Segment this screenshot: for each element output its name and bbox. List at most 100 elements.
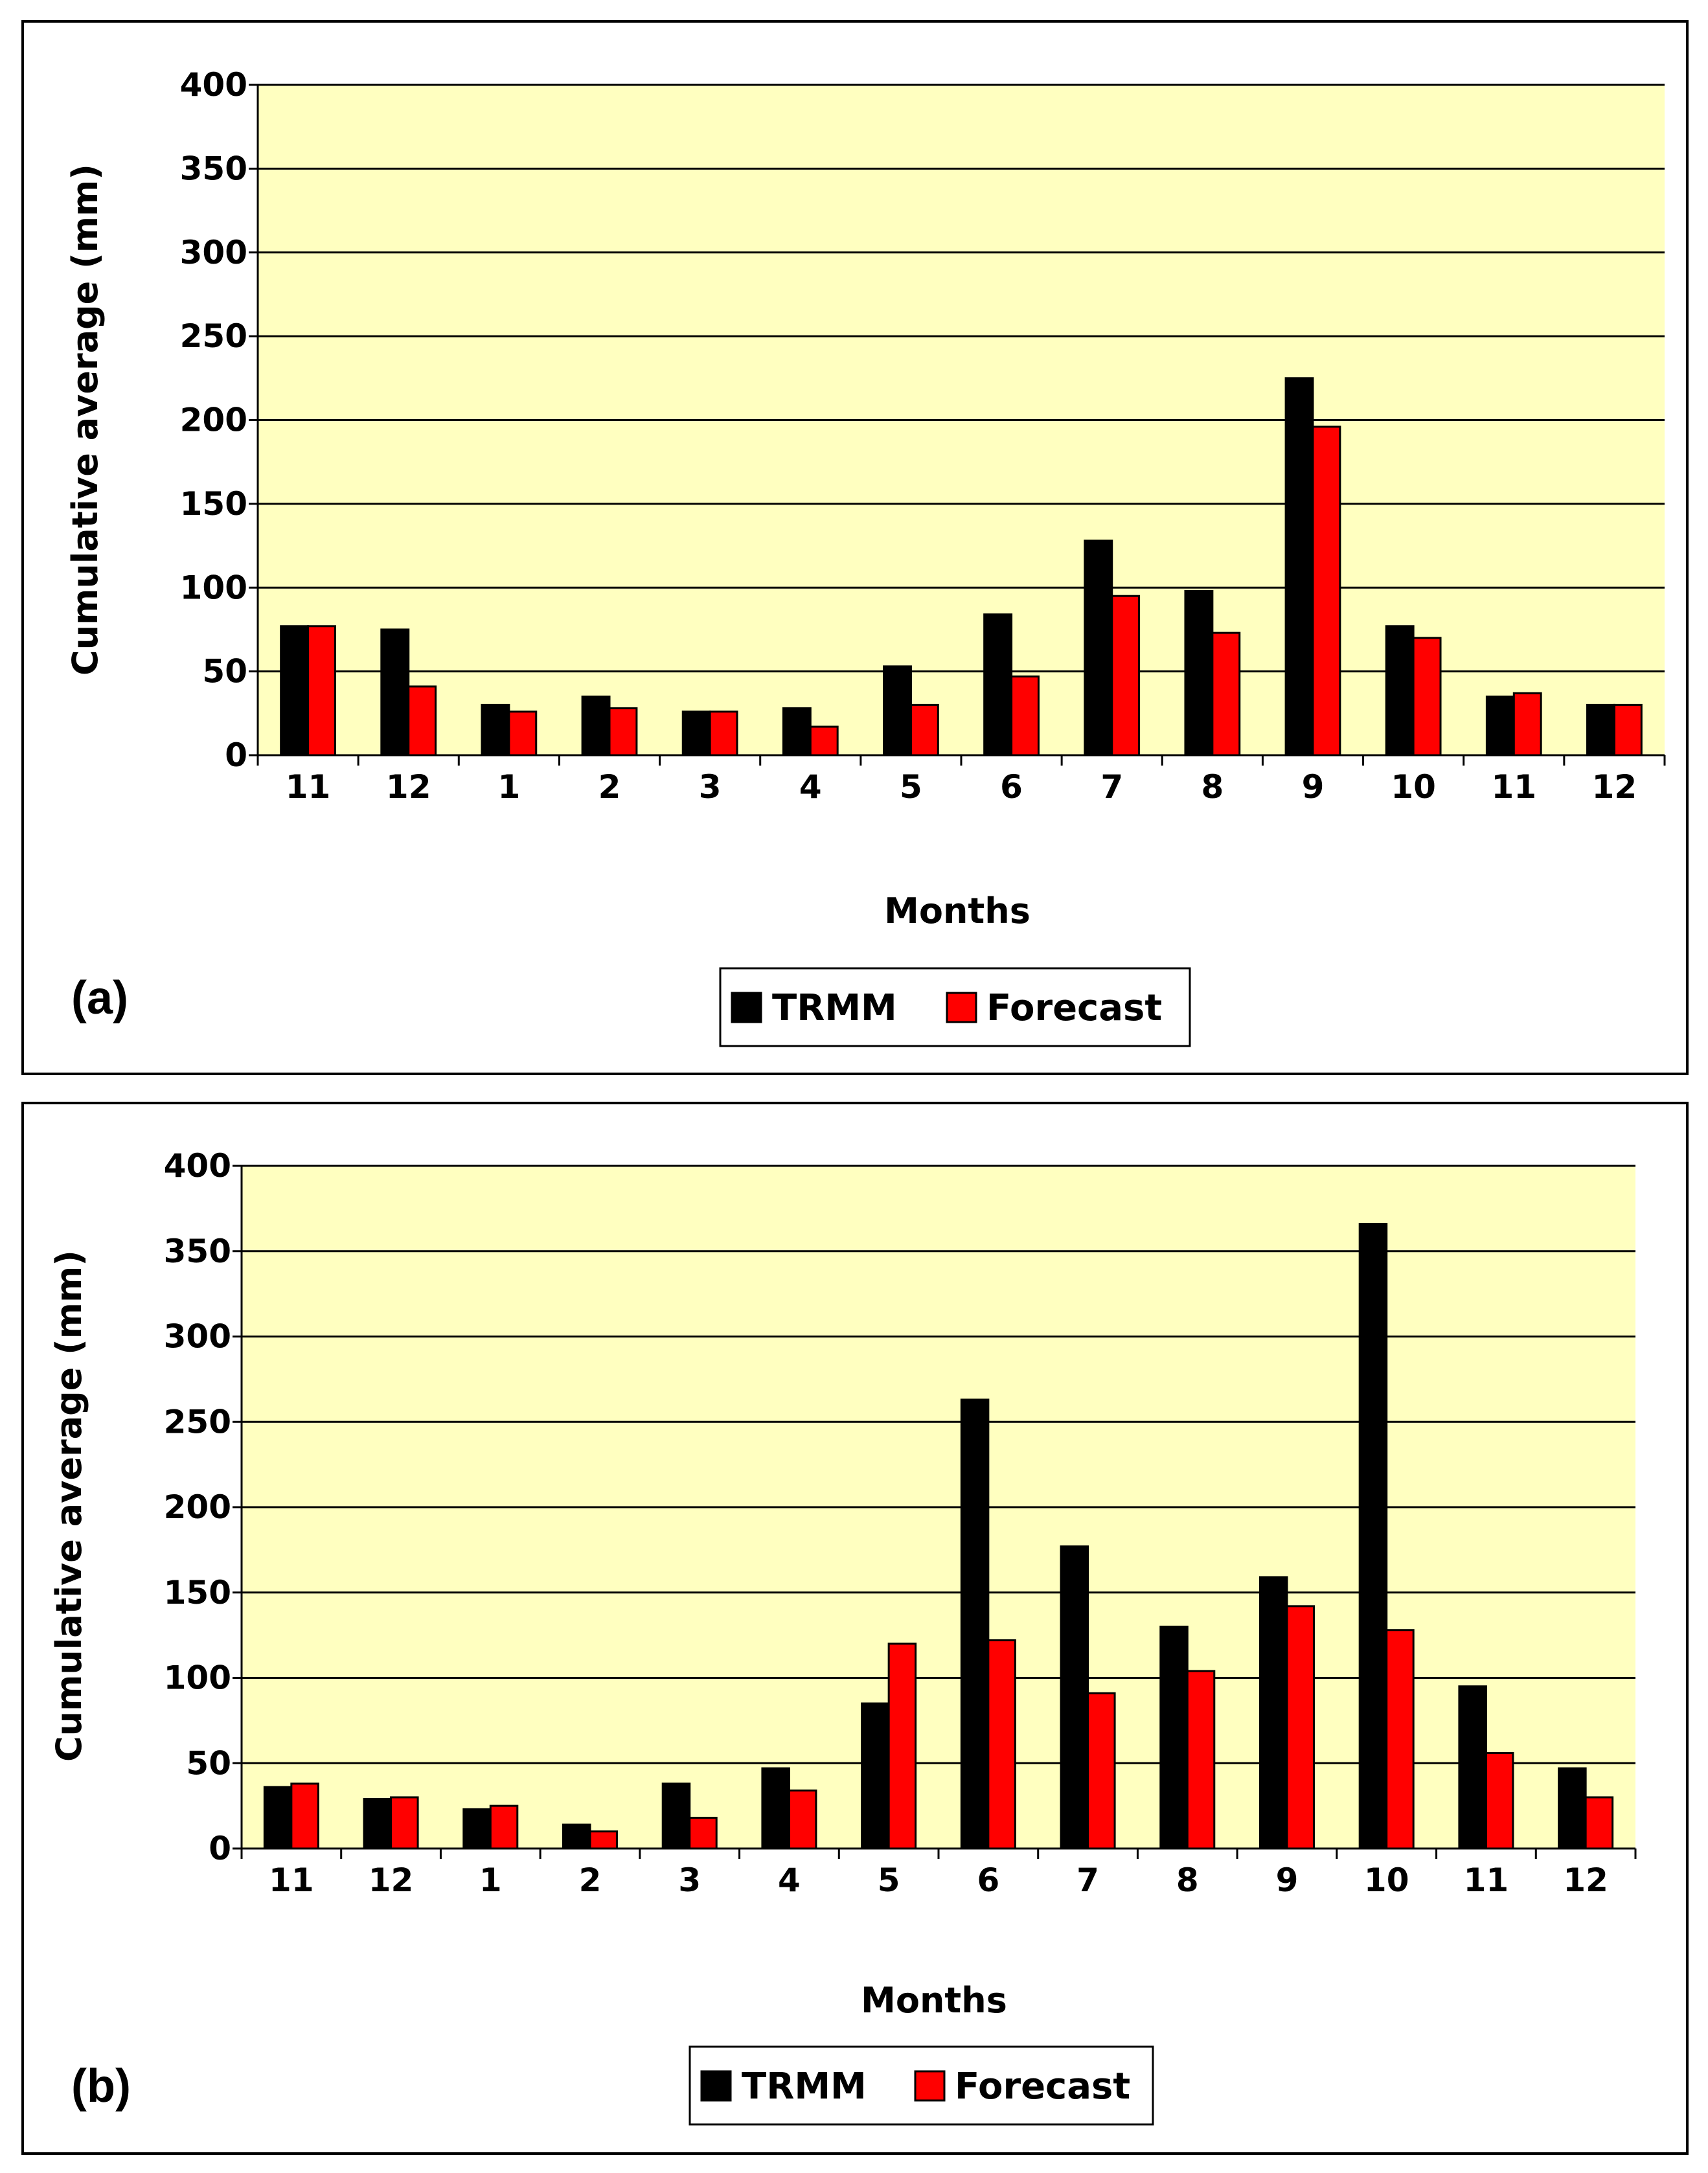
x-tick-label: 5 bbox=[878, 1861, 900, 1899]
y-tick-label: 250 bbox=[164, 1403, 231, 1440]
x-tick-label: 4 bbox=[799, 768, 822, 806]
x-tick-label: 12 bbox=[1592, 768, 1637, 806]
x-tick-label: 9 bbox=[1276, 1861, 1299, 1899]
bar-forecast bbox=[1211, 631, 1241, 757]
y-axis-title: Cumulative average (mm) bbox=[65, 164, 106, 676]
bar-forecast bbox=[1584, 1796, 1614, 1850]
x-tick-label: 11 bbox=[1464, 1861, 1509, 1899]
bar-trmm bbox=[1284, 377, 1314, 757]
x-tick-label: 9 bbox=[1302, 768, 1325, 806]
gridlines-b bbox=[242, 1165, 1635, 1764]
x-tick-marks-a bbox=[256, 755, 1666, 766]
bar-forecast bbox=[809, 725, 839, 757]
bar-trmm bbox=[960, 1398, 990, 1850]
bar-trmm bbox=[1060, 1545, 1089, 1850]
legend-swatch-forecast bbox=[946, 992, 977, 1023]
y-tick-label: 50 bbox=[186, 1744, 231, 1782]
y-tick-label: 300 bbox=[180, 234, 247, 271]
x-axis-title: Months bbox=[861, 1980, 1007, 2021]
x-tick-label: 12 bbox=[369, 1861, 414, 1899]
chart-panel-a: 0 50 100 150 200 250 300 350 400 11 12 1… bbox=[21, 20, 1689, 1075]
y-tick-label: 200 bbox=[164, 1488, 231, 1526]
bar-forecast bbox=[1286, 1605, 1315, 1850]
y-tick-label: 100 bbox=[164, 1659, 231, 1697]
x-tick-label: 11 bbox=[269, 1861, 314, 1899]
bar-trmm bbox=[380, 628, 410, 757]
y-tick-label: 150 bbox=[180, 485, 247, 523]
x-tick-label: 1 bbox=[497, 768, 520, 806]
legend-swatch-trmm bbox=[731, 992, 762, 1023]
y-tick-labels-b: 0 50 100 150 200 250 300 350 400 bbox=[164, 1147, 231, 1867]
bar-trmm bbox=[562, 1823, 591, 1850]
y-tick-label: 350 bbox=[164, 1233, 231, 1270]
legend-label-trmm: TRMM bbox=[772, 987, 897, 1029]
bar-forecast bbox=[788, 1789, 817, 1850]
bar-forecast bbox=[407, 685, 437, 757]
bar-forecast bbox=[1613, 703, 1643, 757]
bar-trmm bbox=[761, 1767, 790, 1850]
bar-forecast bbox=[1412, 637, 1442, 757]
y-tick-label: 150 bbox=[164, 1574, 231, 1611]
x-tick-label: 2 bbox=[598, 768, 621, 806]
bar-trmm bbox=[782, 707, 812, 757]
x-tick-label: 7 bbox=[1076, 1861, 1099, 1899]
x-tick-label: 12 bbox=[386, 768, 431, 806]
bar-trmm bbox=[1558, 1767, 1587, 1850]
bar-trmm bbox=[581, 695, 611, 757]
y-tick-label: 300 bbox=[164, 1318, 231, 1356]
bar-trmm bbox=[363, 1798, 393, 1850]
legend-a: TRMM Forecast bbox=[719, 967, 1191, 1047]
x-tick-label: 8 bbox=[1201, 768, 1224, 806]
bar-forecast bbox=[689, 1817, 718, 1850]
bar-forecast bbox=[1312, 426, 1341, 757]
bar-trmm bbox=[462, 1808, 492, 1850]
bar-forecast bbox=[1385, 1629, 1415, 1850]
y-tick-label: 100 bbox=[180, 569, 247, 606]
x-tick-label: 3 bbox=[699, 768, 722, 806]
bar-trmm bbox=[1385, 625, 1415, 757]
bar-forecast bbox=[1111, 595, 1141, 757]
x-tick-label: 8 bbox=[1176, 1861, 1199, 1899]
y-tick-label: 0 bbox=[209, 1830, 231, 1867]
bar-trmm bbox=[883, 665, 912, 757]
bar-trmm bbox=[1084, 540, 1113, 757]
bar-trmm bbox=[280, 625, 310, 757]
x-tick-label: 4 bbox=[778, 1861, 801, 1899]
bar-forecast bbox=[290, 1782, 319, 1850]
bar-trmm bbox=[661, 1782, 691, 1850]
bar-forecast bbox=[1010, 675, 1040, 757]
bar-forecast bbox=[987, 1639, 1016, 1850]
bar-trmm bbox=[1485, 695, 1515, 757]
bar-forecast bbox=[887, 1643, 917, 1850]
bar-forecast bbox=[1512, 692, 1542, 757]
bar-trmm bbox=[861, 1702, 890, 1850]
bar-forecast bbox=[589, 1830, 619, 1850]
bar-forecast bbox=[307, 625, 336, 757]
gridlines-a bbox=[258, 84, 1665, 673]
legend-b: TRMM Forecast bbox=[689, 2045, 1154, 2126]
bar-forecast bbox=[390, 1796, 419, 1850]
chart-panel-b: 0 50 100 150 200 250 300 350 400 11 12 1… bbox=[21, 1102, 1689, 2155]
bar-forecast bbox=[608, 707, 638, 757]
y-tick-label: 200 bbox=[180, 402, 247, 439]
legend-label-trmm: TRMM bbox=[742, 2065, 867, 2108]
legend-swatch-forecast bbox=[914, 2070, 946, 2102]
bar-forecast bbox=[1485, 1751, 1514, 1850]
x-tick-label: 3 bbox=[678, 1861, 701, 1899]
bar-forecast bbox=[489, 1804, 519, 1850]
x-tick-label: 11 bbox=[286, 768, 331, 806]
bar-trmm bbox=[1458, 1685, 1487, 1850]
y-tick-label: 400 bbox=[180, 66, 247, 104]
y-tick-label: 0 bbox=[225, 736, 247, 774]
x-tick-label: 7 bbox=[1100, 768, 1123, 806]
y-tick-labels-a: 0 50 100 150 200 250 300 350 400 bbox=[180, 66, 247, 774]
x-tick-marks-b bbox=[240, 1849, 1637, 1859]
bar-trmm bbox=[1586, 703, 1615, 757]
bar-forecast bbox=[1087, 1692, 1116, 1850]
y-tick-marks-a bbox=[249, 84, 258, 757]
bar-trmm bbox=[983, 613, 1013, 757]
bar-forecast bbox=[709, 711, 738, 757]
x-axis-title: Months bbox=[884, 891, 1030, 931]
bar-trmm bbox=[481, 703, 510, 757]
